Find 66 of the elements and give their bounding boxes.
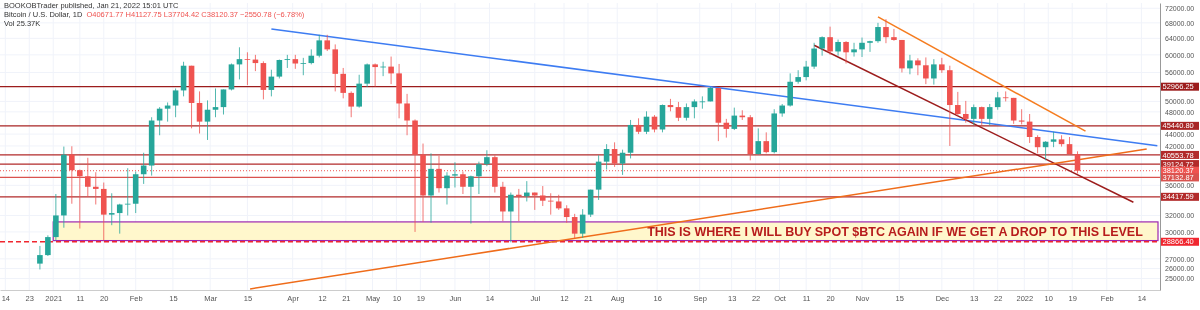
candlestick — [45, 234, 51, 257]
candlestick — [755, 127, 762, 156]
candlestick — [116, 203, 123, 235]
candlestick — [875, 22, 881, 44]
candlestick — [827, 26, 833, 56]
candlestick — [923, 57, 929, 85]
candlestick — [883, 18, 889, 44]
candlestick — [300, 57, 307, 76]
candlestick — [92, 171, 99, 205]
candlestick — [53, 193, 59, 241]
candlestick — [172, 88, 179, 118]
candlestick — [867, 40, 873, 53]
candlestick — [619, 149, 626, 176]
candlestick — [811, 42, 817, 70]
candlestick — [284, 54, 291, 69]
candlestick — [388, 56, 394, 85]
candlestick — [955, 91, 961, 117]
candlestick — [962, 100, 969, 124]
candlestick — [476, 161, 482, 195]
candlestick — [611, 141, 618, 168]
candlestick — [803, 60, 809, 81]
candlestick — [970, 104, 977, 126]
candlestick — [85, 157, 91, 198]
candlestick — [468, 175, 474, 224]
candlestick — [244, 51, 251, 86]
candlestick — [452, 161, 458, 188]
candlestick — [891, 28, 897, 42]
candlestick — [348, 91, 354, 118]
candlestick — [931, 58, 937, 86]
candlestick — [196, 91, 203, 134]
candlestick — [819, 35, 825, 57]
candlestick — [1050, 131, 1057, 148]
candlestick — [675, 101, 682, 122]
candlestick — [444, 171, 450, 205]
candlestick — [835, 39, 841, 57]
candlestick — [508, 192, 514, 243]
candlestick — [108, 192, 115, 226]
candlestick — [340, 67, 346, 99]
candlestick — [220, 89, 227, 115]
candlestick — [156, 106, 163, 136]
candlestick — [539, 185, 546, 207]
candlestick — [763, 131, 770, 154]
candlestick — [851, 42, 857, 57]
candlestick — [1010, 97, 1017, 125]
candlestick — [986, 103, 993, 126]
candlestick — [356, 74, 362, 109]
candlestick — [691, 98, 698, 119]
band-label: THIS IS WHERE I WILL BUY SPOT $BTC AGAIN IF WE GET A DROP TO THIS LEVEL — [647, 224, 1144, 239]
candlestick — [859, 37, 865, 58]
candlestick — [571, 213, 578, 239]
candlestick — [547, 192, 554, 216]
candlestick — [37, 245, 43, 270]
candlestick — [699, 95, 706, 110]
candlestick — [316, 34, 323, 58]
candlestick — [212, 88, 219, 118]
candlestick — [484, 149, 490, 167]
candlestick — [907, 54, 913, 75]
candlestick — [843, 40, 849, 64]
candlestick — [1002, 91, 1009, 102]
candlestick — [603, 143, 610, 170]
candlestick — [915, 57, 921, 76]
candlestick — [787, 72, 793, 107]
candlestick — [579, 208, 586, 239]
candlestick — [204, 100, 211, 141]
candlestick — [124, 167, 131, 216]
candlestick — [404, 93, 410, 136]
